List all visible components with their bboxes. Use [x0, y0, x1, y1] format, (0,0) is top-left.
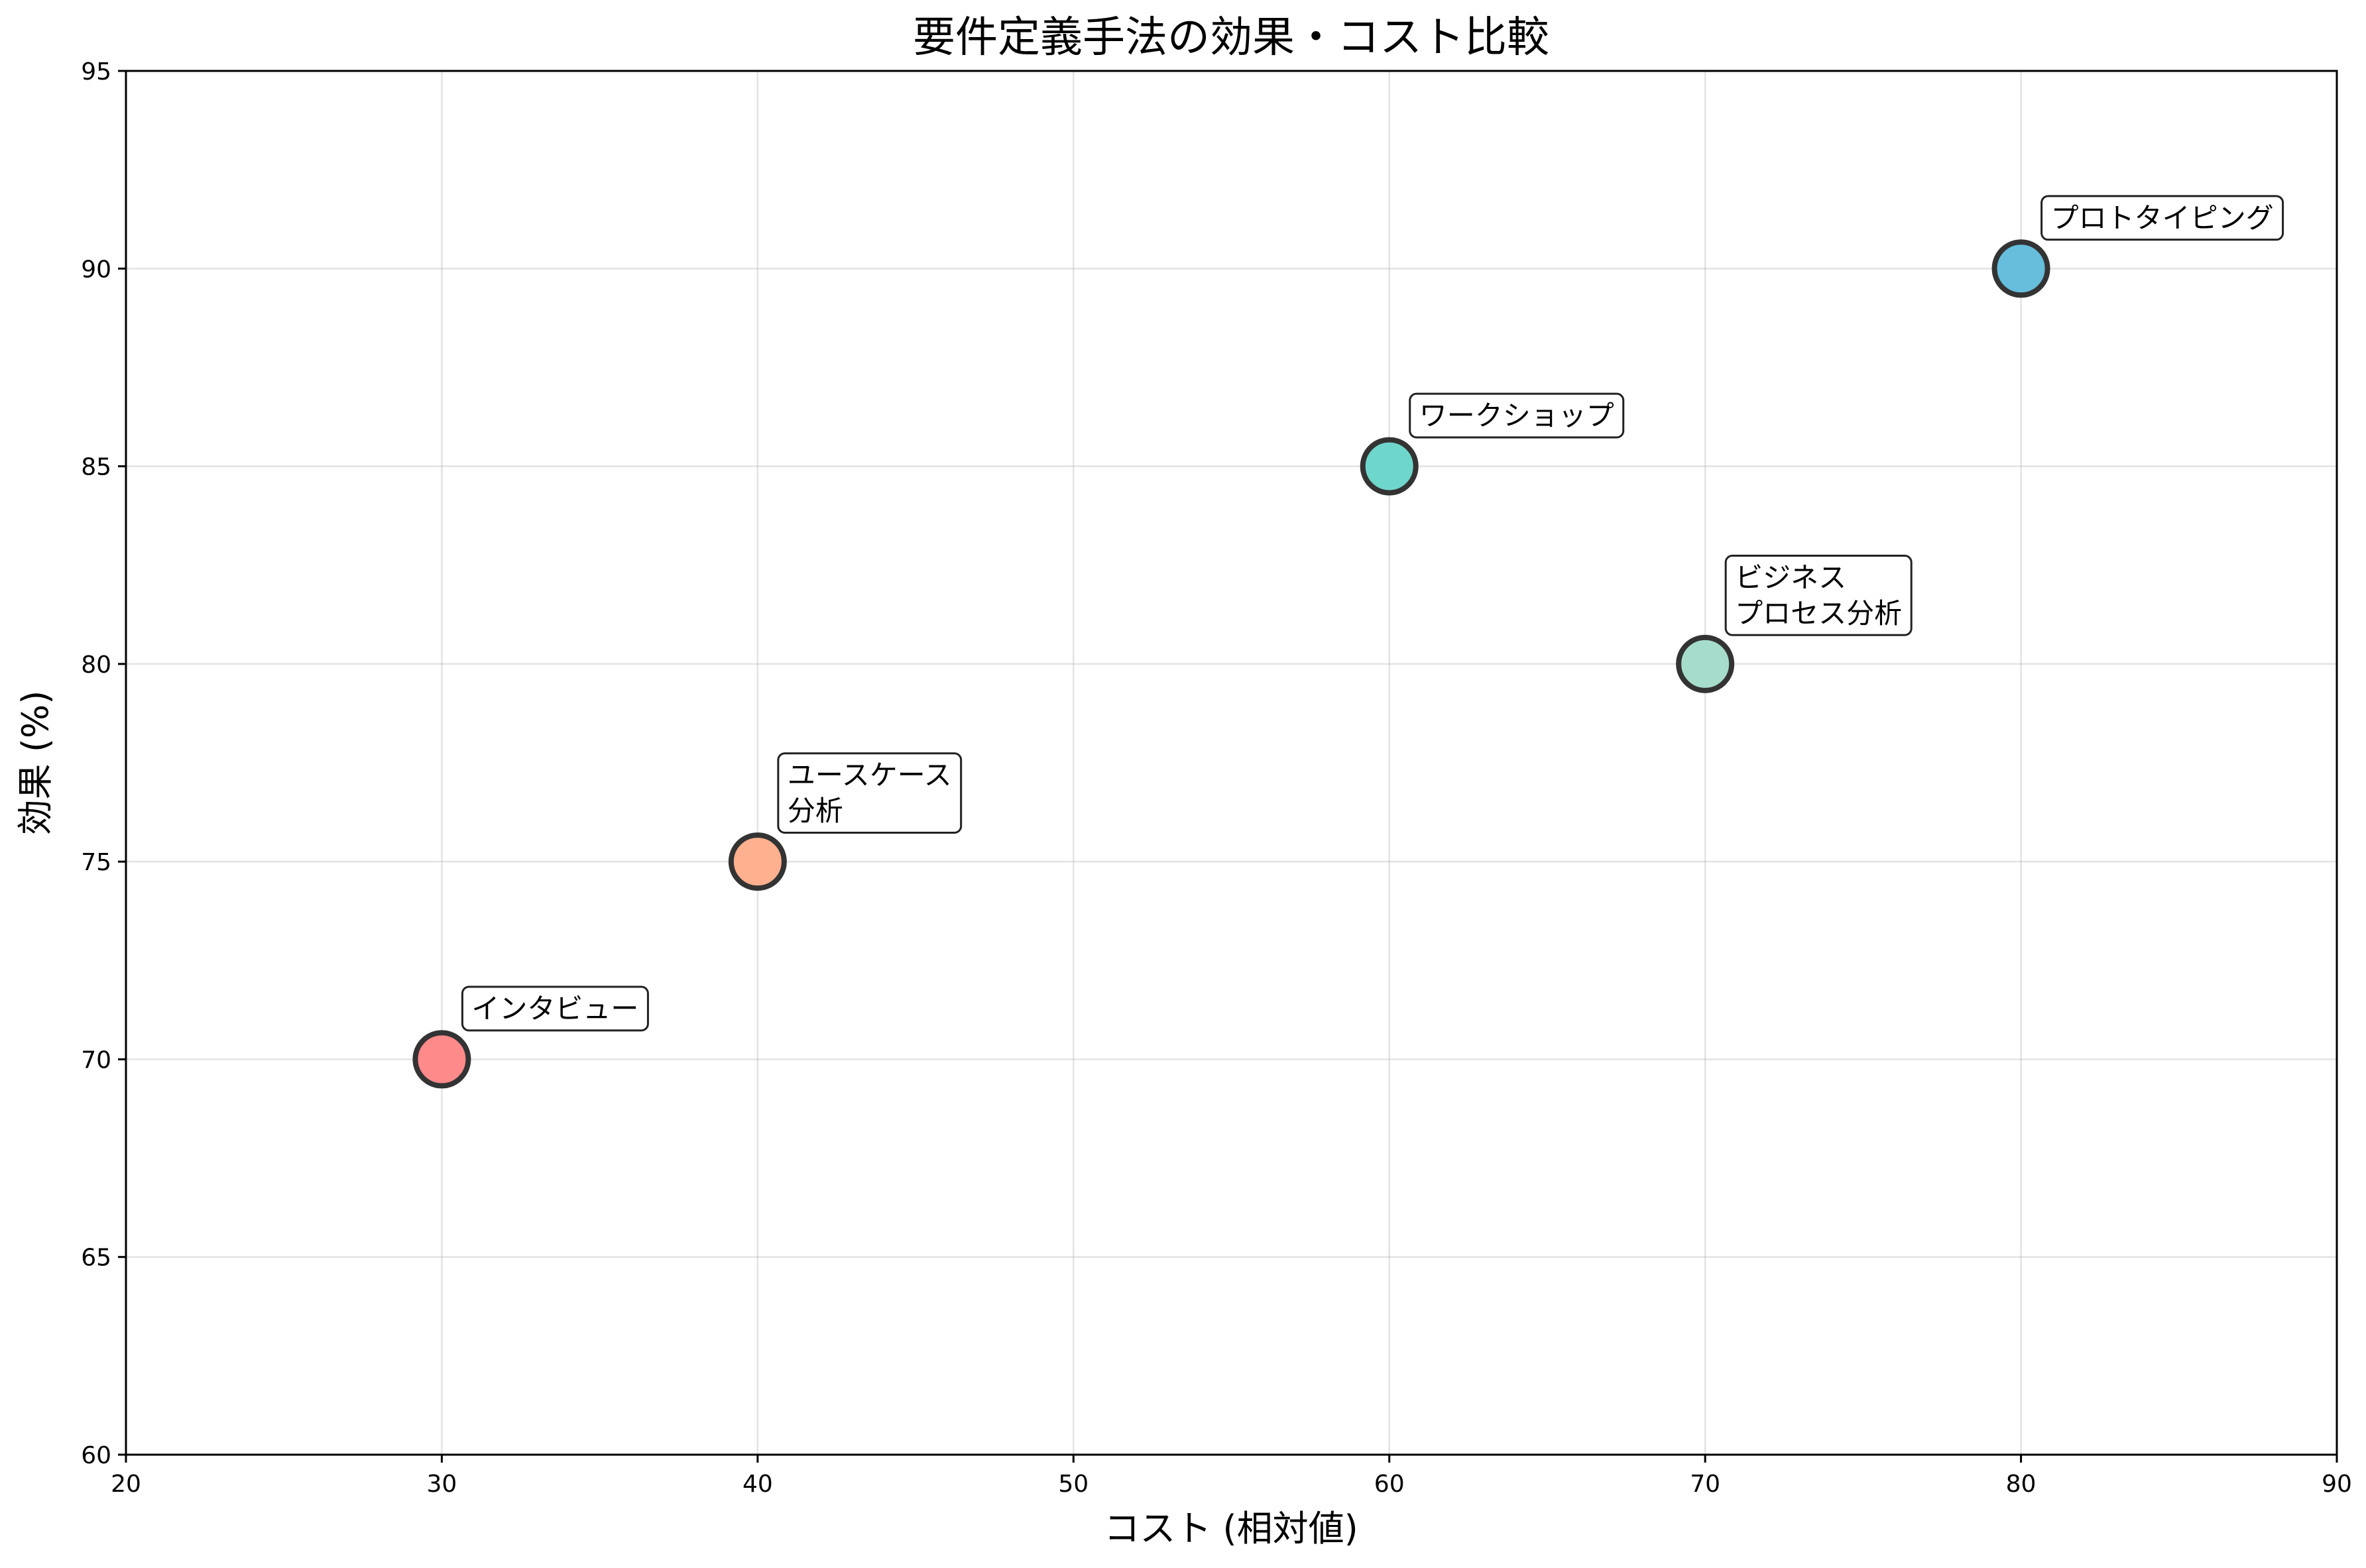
data-points [412, 239, 2050, 1089]
y-tick-label: 95 [81, 58, 111, 85]
data-point [1676, 634, 1735, 693]
y-tick-label: 65 [81, 1245, 111, 1272]
point-label-line: ユースケース [788, 759, 952, 791]
point-label-text: ビジネスプロセス分析 [1735, 561, 1902, 630]
point-label-box [461, 985, 649, 1032]
point-label-line: プロセス分析 [1735, 597, 1902, 630]
y-tick-label: 60 [81, 1442, 111, 1469]
point-label-text: インタビュー [471, 992, 638, 1025]
point-label-box [1409, 392, 1625, 439]
grid [125, 70, 2338, 1456]
x-tick-label: 80 [2006, 1471, 2037, 1498]
point-label: インタビュー [461, 985, 649, 1032]
point-label-box [1724, 554, 1913, 636]
data-point [1360, 437, 1419, 496]
point-label-box [777, 752, 963, 834]
y-tick-label: 85 [81, 454, 111, 481]
axis-ticks: 20 30 40 50 60 70 80 90 60 65 70 75 80 85 90 95 [81, 58, 2352, 1498]
point-label-text: ワークショップ [1419, 400, 1614, 432]
point-label-line: プロトタイピング [2051, 201, 2274, 234]
point-label: ユースケース分析 [777, 752, 963, 834]
point-label: ワークショップ [1409, 392, 1625, 439]
point-label-line: ワークショップ [1419, 400, 1614, 432]
point-label-line: 分析 [788, 795, 843, 827]
x-tick-label: 70 [1690, 1471, 1720, 1498]
x-tick-label: 60 [1374, 1471, 1405, 1498]
y-tick-label: 90 [81, 256, 111, 283]
x-axis-label: コスト (相対値) [1104, 1508, 1358, 1549]
x-tick-label: 50 [1058, 1471, 1089, 1498]
point-label-text: プロトタイピング [2051, 201, 2274, 234]
x-tick-label: 40 [742, 1471, 773, 1498]
y-axis-label: 効果 (%) [15, 691, 56, 836]
x-tick-label: 90 [2322, 1471, 2352, 1498]
point-label-box [2041, 195, 2284, 241]
y-tick-label: 75 [81, 849, 111, 876]
data-point [412, 1030, 471, 1089]
x-tick-label: 30 [427, 1471, 457, 1498]
data-point [1991, 239, 2050, 298]
point-label-line: ビジネス [1735, 561, 1846, 594]
point-label-line: インタビュー [471, 992, 638, 1025]
plot-area-frame [125, 70, 2338, 1456]
y-tick-label: 70 [81, 1046, 111, 1074]
point-label-text: ユースケース分析 [788, 759, 952, 827]
chart-title: 要件定義手法の効果・コスト比較 [913, 13, 1549, 62]
x-tick-label: 20 [111, 1471, 141, 1498]
y-tick-label: 80 [81, 651, 111, 679]
data-point [728, 832, 787, 891]
point-label: ビジネスプロセス分析 [1724, 554, 1913, 636]
point-label: プロトタイピング [2041, 195, 2284, 241]
